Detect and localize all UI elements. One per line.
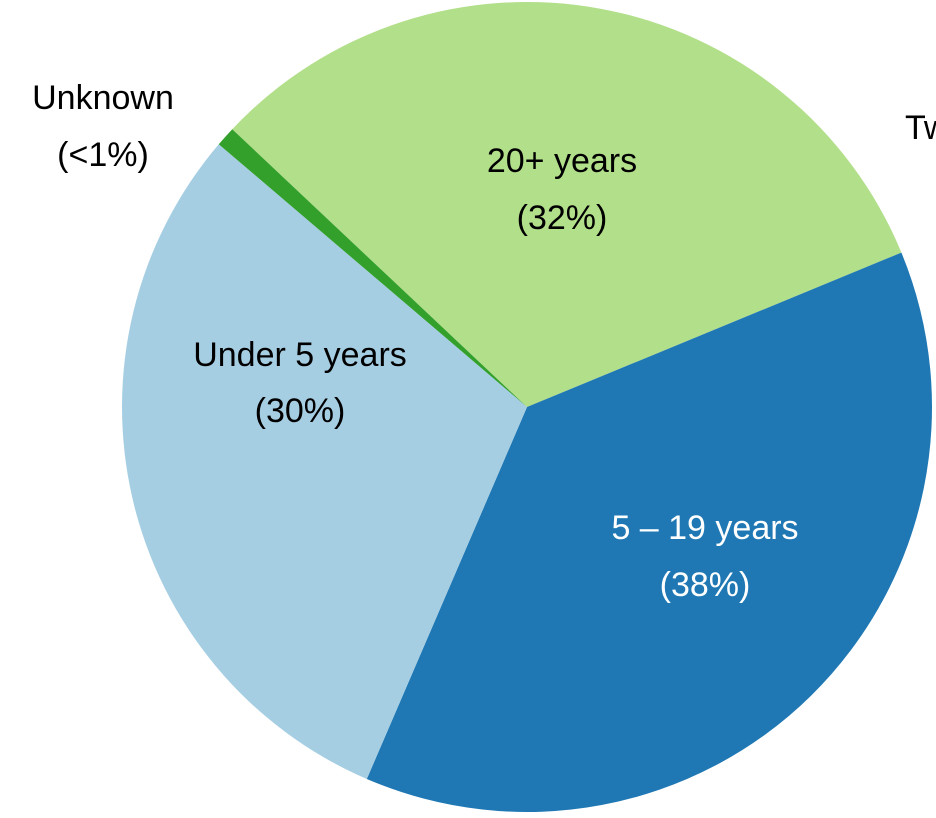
pie-slice — [232, 1, 902, 408]
pie-slice — [121, 144, 528, 779]
slice-label: 20+ years — [487, 142, 637, 180]
slice-value-label: (<1%) — [57, 136, 149, 174]
annotation: Tw — [905, 109, 936, 147]
slice-label: Under 5 years — [193, 336, 407, 374]
slice-value-label: (38%) — [660, 566, 751, 604]
slice-value-label: (30%) — [255, 392, 346, 430]
slice-label: Unknown — [32, 79, 174, 117]
slice-value-label: (32%) — [517, 199, 608, 237]
slice-label: 5 – 19 years — [611, 509, 798, 547]
pie-slice — [218, 129, 527, 407]
pie-slice — [366, 252, 933, 813]
